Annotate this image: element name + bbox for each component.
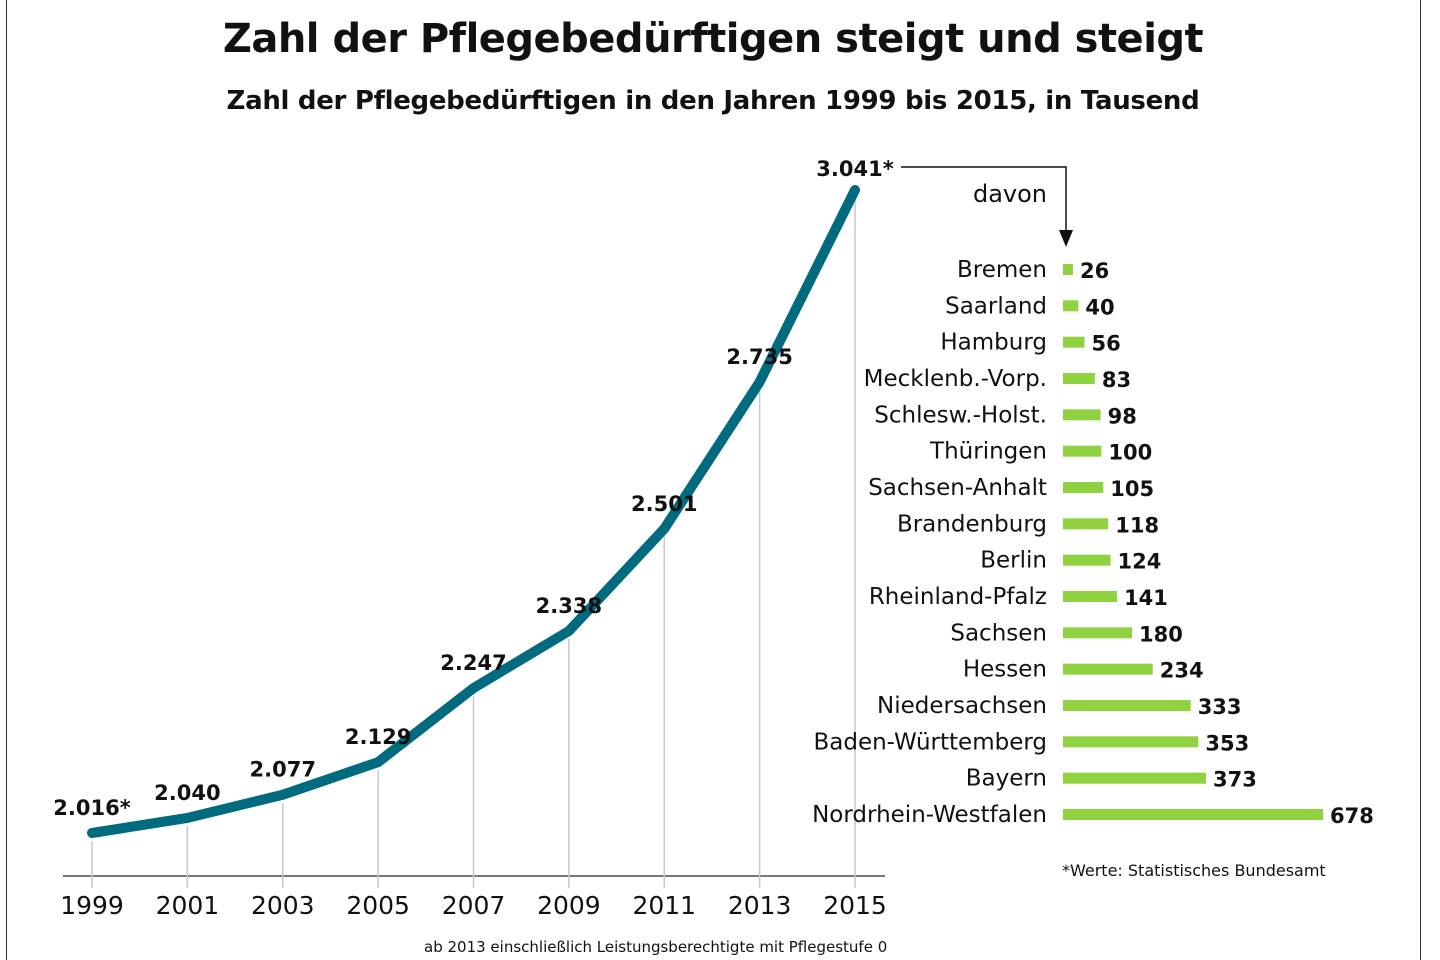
bar <box>1063 336 1085 348</box>
bar-value-label: 141 <box>1124 586 1168 610</box>
footnote-source: *Werte: Statistisches Bundesamt <box>1062 861 1326 880</box>
footnote-note: ab 2013 einschließlich Leistungsberechti… <box>424 938 888 956</box>
bar-value-label: 105 <box>1110 477 1154 501</box>
data-point <box>91 832 93 834</box>
bar-category-label: Niedersachsen <box>877 693 1047 719</box>
bar-value-label: 100 <box>1108 441 1152 465</box>
bar <box>1063 772 1207 784</box>
x-tick-label: 2003 <box>251 891 315 920</box>
bar-category-label: Brandenburg <box>897 511 1047 537</box>
data-label: 2.040 <box>154 781 220 805</box>
bar-value-label: 26 <box>1080 259 1109 283</box>
data-point <box>567 630 570 633</box>
frame-right-border <box>1420 0 1421 960</box>
bar <box>1063 373 1095 384</box>
bar-value-label: 234 <box>1160 659 1204 683</box>
x-tick-label: 2005 <box>346 891 410 920</box>
bar-value-label: 83 <box>1102 368 1131 392</box>
bar <box>1063 663 1153 675</box>
data-point <box>472 687 475 690</box>
bar <box>1063 482 1104 493</box>
bar-category-label: Saarland <box>945 293 1047 319</box>
arrow-head-icon <box>1059 230 1073 247</box>
data-point <box>854 189 856 191</box>
bar-value-label: 180 <box>1139 622 1183 646</box>
data-label: 2.735 <box>726 345 792 369</box>
bar <box>1063 518 1109 530</box>
bar <box>1063 264 1073 275</box>
data-label: 2.501 <box>631 492 697 516</box>
bar <box>1063 736 1199 748</box>
bar-category-label: Thüringen <box>929 439 1047 465</box>
bar <box>1063 627 1133 639</box>
data-point <box>186 816 189 819</box>
data-point <box>377 761 380 764</box>
chart-subtitle: Zahl der Pflegebedürftigen in den Jahren… <box>226 86 1200 116</box>
data-label: 2.016* <box>53 796 130 820</box>
bar-category-label: Sachsen-Anhalt <box>868 475 1047 501</box>
x-tick-label: 2009 <box>537 891 601 920</box>
bar-category-label: Bremen <box>957 257 1047 283</box>
bar-category-label: Schlesw.-Holst. <box>874 402 1047 428</box>
bar <box>1063 409 1101 421</box>
data-point <box>663 527 666 530</box>
bar-category-label: Rheinland-Pfalz <box>869 584 1047 610</box>
bar-category-label: Bayern <box>966 766 1047 792</box>
x-tick-label: 1999 <box>60 891 124 920</box>
data-label: 3.041* <box>816 157 893 181</box>
data-point <box>758 380 761 383</box>
bar-value-label: 40 <box>1085 295 1114 319</box>
bar-category-label: Hessen <box>963 657 1047 683</box>
bar <box>1063 591 1118 602</box>
data-label: 2.247 <box>440 651 506 675</box>
x-tick-label: 2015 <box>823 891 887 920</box>
chart-title: Zahl der Pflegebedürftigen steigt und st… <box>222 16 1204 62</box>
bar <box>1063 809 1323 820</box>
frame-left-border <box>6 0 7 960</box>
bar <box>1063 300 1079 312</box>
bar-category-label: Mecklenb.-Vorp. <box>864 366 1047 392</box>
bar-value-label: 678 <box>1330 804 1374 828</box>
bar <box>1063 700 1191 711</box>
bar-category-label: Hamburg <box>940 330 1047 356</box>
bar-value-label: 56 <box>1091 332 1120 356</box>
x-tick-label: 2011 <box>632 891 696 920</box>
connector-line <box>901 166 1067 236</box>
bar-value-label: 333 <box>1198 695 1242 719</box>
bar-header: davon <box>973 180 1047 208</box>
bar-category-label: Berlin <box>980 548 1047 574</box>
bar-category-label: Sachsen <box>950 620 1047 646</box>
bar <box>1063 554 1111 566</box>
data-label: 2.077 <box>250 758 316 782</box>
bar-value-label: 118 <box>1115 513 1159 537</box>
x-tick-label: 2013 <box>728 891 792 920</box>
x-tick-label: 2001 <box>156 891 220 920</box>
data-point <box>281 793 284 796</box>
bar-value-label: 98 <box>1108 404 1137 428</box>
bar-value-label: 124 <box>1118 550 1162 574</box>
bar-value-label: 373 <box>1213 768 1257 792</box>
bar-value-label: 353 <box>1205 731 1249 755</box>
data-label: 2.338 <box>536 594 602 618</box>
bar-category-label: Nordrhein-Westfalen <box>812 802 1047 828</box>
x-tick-label: 2007 <box>442 891 506 920</box>
bar <box>1063 445 1102 457</box>
bar-category-label: Baden-Württemberg <box>813 729 1047 755</box>
data-label: 2.129 <box>345 725 411 749</box>
